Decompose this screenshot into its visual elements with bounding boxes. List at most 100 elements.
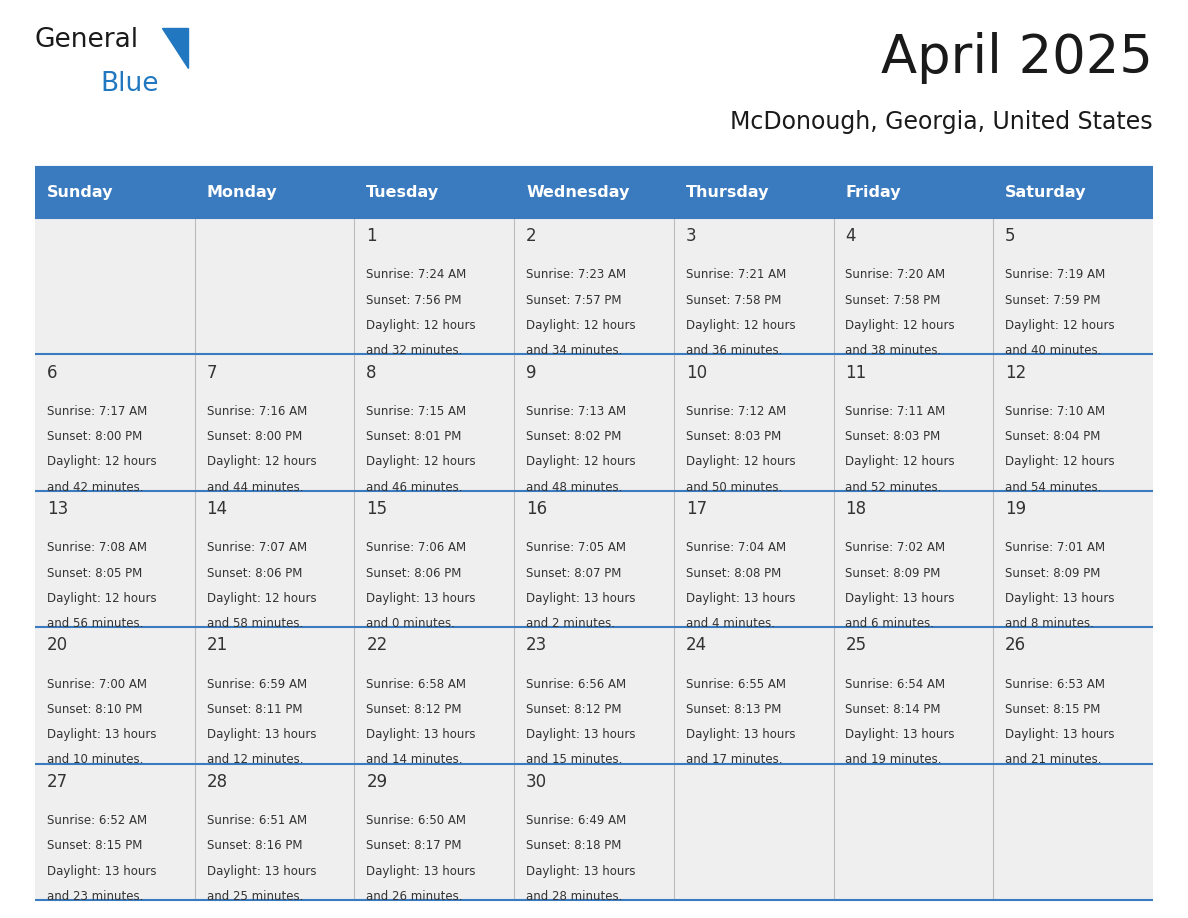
Bar xyxy=(34,627,1154,764)
Text: Sunrise: 7:00 AM: Sunrise: 7:00 AM xyxy=(46,677,147,690)
Text: Daylight: 12 hours: Daylight: 12 hours xyxy=(1005,319,1114,332)
Text: Saturday: Saturday xyxy=(1005,185,1087,200)
Text: and 36 minutes.: and 36 minutes. xyxy=(685,344,782,357)
Text: and 14 minutes.: and 14 minutes. xyxy=(366,754,463,767)
Text: Sunset: 8:02 PM: Sunset: 8:02 PM xyxy=(526,431,621,443)
Text: Daylight: 12 hours: Daylight: 12 hours xyxy=(366,455,476,468)
Text: General: General xyxy=(34,28,139,53)
Text: Daylight: 13 hours: Daylight: 13 hours xyxy=(366,728,476,741)
Text: 2: 2 xyxy=(526,227,537,245)
Text: and 19 minutes.: and 19 minutes. xyxy=(846,754,942,767)
Text: Sunrise: 6:59 AM: Sunrise: 6:59 AM xyxy=(207,677,307,690)
Text: 25: 25 xyxy=(846,636,866,655)
Text: Sunrise: 7:17 AM: Sunrise: 7:17 AM xyxy=(46,405,147,418)
Text: 9: 9 xyxy=(526,364,537,382)
Text: Thursday: Thursday xyxy=(685,185,770,200)
Text: Sunset: 8:07 PM: Sunset: 8:07 PM xyxy=(526,566,621,579)
Text: Daylight: 13 hours: Daylight: 13 hours xyxy=(685,592,795,605)
Text: Daylight: 12 hours: Daylight: 12 hours xyxy=(207,592,316,605)
Text: 5: 5 xyxy=(1005,227,1016,245)
Text: and 44 minutes.: and 44 minutes. xyxy=(207,481,303,494)
Text: and 2 minutes.: and 2 minutes. xyxy=(526,617,615,630)
Text: Sunset: 7:58 PM: Sunset: 7:58 PM xyxy=(846,294,941,307)
Text: April 2025: April 2025 xyxy=(881,32,1154,84)
Text: Sunrise: 7:21 AM: Sunrise: 7:21 AM xyxy=(685,268,786,282)
Text: Daylight: 13 hours: Daylight: 13 hours xyxy=(207,728,316,741)
Text: and 8 minutes.: and 8 minutes. xyxy=(1005,617,1094,630)
Text: Daylight: 13 hours: Daylight: 13 hours xyxy=(1005,728,1114,741)
Text: 8: 8 xyxy=(366,364,377,382)
Text: 23: 23 xyxy=(526,636,548,655)
Text: Daylight: 12 hours: Daylight: 12 hours xyxy=(1005,455,1114,468)
Text: Sunset: 8:09 PM: Sunset: 8:09 PM xyxy=(1005,566,1100,579)
Text: Sunset: 8:00 PM: Sunset: 8:00 PM xyxy=(46,431,143,443)
Bar xyxy=(34,168,1154,218)
Text: 15: 15 xyxy=(366,500,387,518)
Text: Sunset: 8:05 PM: Sunset: 8:05 PM xyxy=(46,566,143,579)
Text: 1: 1 xyxy=(366,227,377,245)
Text: Daylight: 12 hours: Daylight: 12 hours xyxy=(207,455,316,468)
Text: Sunrise: 6:54 AM: Sunrise: 6:54 AM xyxy=(846,677,946,690)
Text: 6: 6 xyxy=(46,364,57,382)
Text: Daylight: 12 hours: Daylight: 12 hours xyxy=(526,319,636,332)
Text: 12: 12 xyxy=(1005,364,1026,382)
Text: 18: 18 xyxy=(846,500,866,518)
Text: Sunset: 7:58 PM: Sunset: 7:58 PM xyxy=(685,294,782,307)
Text: 29: 29 xyxy=(366,773,387,790)
Text: 4: 4 xyxy=(846,227,855,245)
Text: Daylight: 13 hours: Daylight: 13 hours xyxy=(366,592,476,605)
Text: Daylight: 12 hours: Daylight: 12 hours xyxy=(685,319,795,332)
Text: 27: 27 xyxy=(46,773,68,790)
Text: Wednesday: Wednesday xyxy=(526,185,630,200)
Text: Sunrise: 7:11 AM: Sunrise: 7:11 AM xyxy=(846,405,946,418)
Text: Sunrise: 7:08 AM: Sunrise: 7:08 AM xyxy=(46,542,147,554)
Text: Sunset: 8:01 PM: Sunset: 8:01 PM xyxy=(366,431,462,443)
Text: Sunset: 7:59 PM: Sunset: 7:59 PM xyxy=(1005,294,1100,307)
Text: Sunrise: 6:52 AM: Sunrise: 6:52 AM xyxy=(46,814,147,827)
Text: Sunrise: 7:13 AM: Sunrise: 7:13 AM xyxy=(526,405,626,418)
Text: McDonough, Georgia, United States: McDonough, Georgia, United States xyxy=(731,110,1154,134)
Text: Daylight: 12 hours: Daylight: 12 hours xyxy=(366,319,476,332)
Text: Sunrise: 7:07 AM: Sunrise: 7:07 AM xyxy=(207,542,307,554)
Text: and 0 minutes.: and 0 minutes. xyxy=(366,617,455,630)
Text: Sunrise: 6:55 AM: Sunrise: 6:55 AM xyxy=(685,677,785,690)
Text: and 10 minutes.: and 10 minutes. xyxy=(46,754,144,767)
Text: Daylight: 13 hours: Daylight: 13 hours xyxy=(846,728,955,741)
Text: and 54 minutes.: and 54 minutes. xyxy=(1005,481,1101,494)
Text: 24: 24 xyxy=(685,636,707,655)
Text: 30: 30 xyxy=(526,773,548,790)
Text: Sunrise: 7:24 AM: Sunrise: 7:24 AM xyxy=(366,268,467,282)
Text: and 56 minutes.: and 56 minutes. xyxy=(46,617,144,630)
Text: and 21 minutes.: and 21 minutes. xyxy=(1005,754,1101,767)
Text: 3: 3 xyxy=(685,227,696,245)
Text: 13: 13 xyxy=(46,500,68,518)
Text: Monday: Monday xyxy=(207,185,277,200)
Text: Daylight: 13 hours: Daylight: 13 hours xyxy=(1005,592,1114,605)
Text: Sunrise: 6:58 AM: Sunrise: 6:58 AM xyxy=(366,677,467,690)
Text: Sunset: 8:06 PM: Sunset: 8:06 PM xyxy=(207,566,302,579)
Text: Daylight: 13 hours: Daylight: 13 hours xyxy=(526,865,636,878)
Text: Sunrise: 6:53 AM: Sunrise: 6:53 AM xyxy=(1005,677,1105,690)
Text: and 46 minutes.: and 46 minutes. xyxy=(366,481,463,494)
Text: Sunrise: 7:06 AM: Sunrise: 7:06 AM xyxy=(366,542,467,554)
Text: 10: 10 xyxy=(685,364,707,382)
Text: and 38 minutes.: and 38 minutes. xyxy=(846,344,942,357)
Text: 21: 21 xyxy=(207,636,228,655)
Text: Sunrise: 7:19 AM: Sunrise: 7:19 AM xyxy=(1005,268,1105,282)
Text: Daylight: 12 hours: Daylight: 12 hours xyxy=(526,455,636,468)
Text: Sunrise: 7:10 AM: Sunrise: 7:10 AM xyxy=(1005,405,1105,418)
Text: Sunset: 8:06 PM: Sunset: 8:06 PM xyxy=(366,566,462,579)
Text: Daylight: 13 hours: Daylight: 13 hours xyxy=(526,728,636,741)
Text: Friday: Friday xyxy=(846,185,901,200)
Text: Sunrise: 6:51 AM: Sunrise: 6:51 AM xyxy=(207,814,307,827)
Text: Sunset: 8:03 PM: Sunset: 8:03 PM xyxy=(846,431,941,443)
Text: and 6 minutes.: and 6 minutes. xyxy=(846,617,935,630)
Text: Sunset: 8:03 PM: Sunset: 8:03 PM xyxy=(685,431,781,443)
Text: and 28 minutes.: and 28 minutes. xyxy=(526,890,623,902)
Text: Sunrise: 7:15 AM: Sunrise: 7:15 AM xyxy=(366,405,467,418)
Text: Daylight: 13 hours: Daylight: 13 hours xyxy=(526,592,636,605)
Text: Sunset: 8:15 PM: Sunset: 8:15 PM xyxy=(46,839,143,852)
Text: and 52 minutes.: and 52 minutes. xyxy=(846,481,942,494)
Text: Daylight: 13 hours: Daylight: 13 hours xyxy=(366,865,476,878)
Text: and 12 minutes.: and 12 minutes. xyxy=(207,754,303,767)
